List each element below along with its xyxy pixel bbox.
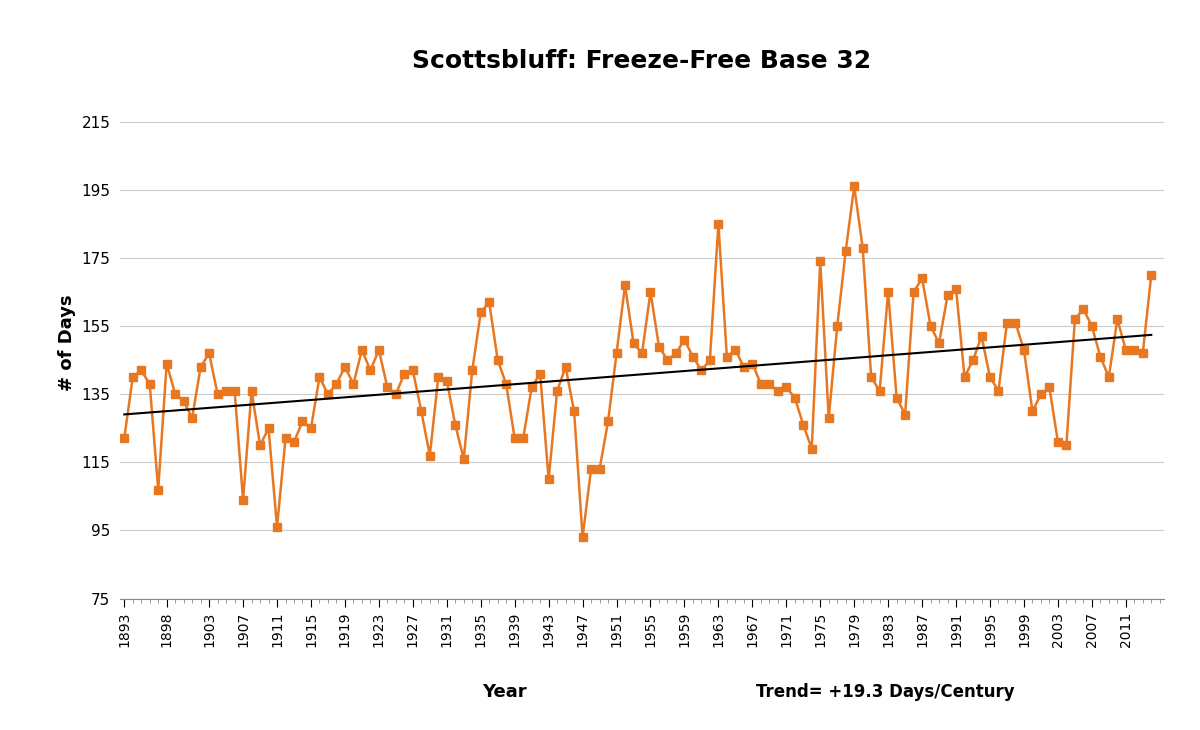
Text: Trend= +19.3 Days/Century: Trend= +19.3 Days/Century [756,683,1015,701]
Title: Scottsbluff: Freeze-Free Base 32: Scottsbluff: Freeze-Free Base 32 [413,49,871,73]
Text: Year: Year [481,683,527,701]
Y-axis label: # of Days: # of Days [58,295,76,391]
